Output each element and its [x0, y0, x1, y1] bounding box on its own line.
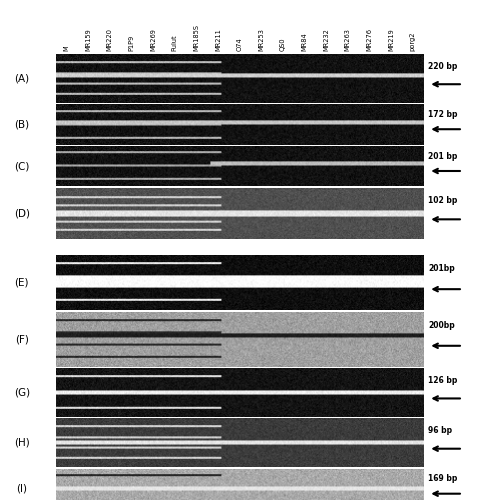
- Text: (I): (I): [16, 484, 27, 494]
- Text: 220 bp: 220 bp: [428, 62, 458, 70]
- Text: (G): (G): [14, 388, 30, 398]
- Text: MR211: MR211: [215, 28, 221, 51]
- Text: Pulut: Pulut: [172, 34, 178, 51]
- Text: (A): (A): [14, 74, 30, 84]
- Text: QS0: QS0: [280, 38, 286, 51]
- Text: MR220: MR220: [107, 28, 113, 51]
- Text: 201 bp: 201 bp: [428, 152, 458, 160]
- Text: MR276: MR276: [366, 28, 372, 51]
- Text: 200bp: 200bp: [428, 321, 455, 330]
- Text: MR263: MR263: [345, 28, 351, 51]
- Text: (D): (D): [14, 208, 30, 218]
- Text: O74: O74: [237, 38, 242, 51]
- Text: 169 bp: 169 bp: [428, 474, 458, 484]
- Text: 102 bp: 102 bp: [428, 196, 458, 205]
- Text: 96 bp: 96 bp: [428, 426, 453, 435]
- Text: MR185S: MR185S: [193, 24, 199, 51]
- Text: porg2: porg2: [409, 32, 416, 51]
- Text: MR84: MR84: [302, 32, 307, 51]
- Text: (E): (E): [15, 278, 29, 287]
- Text: M: M: [63, 46, 70, 51]
- Text: P1P9: P1P9: [128, 35, 135, 51]
- Text: 201bp: 201bp: [428, 264, 455, 274]
- Text: (C): (C): [14, 161, 30, 171]
- Text: 172 bp: 172 bp: [428, 110, 458, 119]
- Text: MR232: MR232: [323, 28, 329, 51]
- Text: 126 bp: 126 bp: [428, 376, 458, 385]
- Text: MR253: MR253: [258, 28, 264, 51]
- Text: MR269: MR269: [150, 28, 156, 51]
- Text: (B): (B): [14, 120, 30, 130]
- Text: (H): (H): [14, 438, 30, 448]
- Text: MR159: MR159: [85, 28, 91, 51]
- Text: (F): (F): [15, 334, 29, 344]
- Text: MR219: MR219: [388, 28, 394, 51]
